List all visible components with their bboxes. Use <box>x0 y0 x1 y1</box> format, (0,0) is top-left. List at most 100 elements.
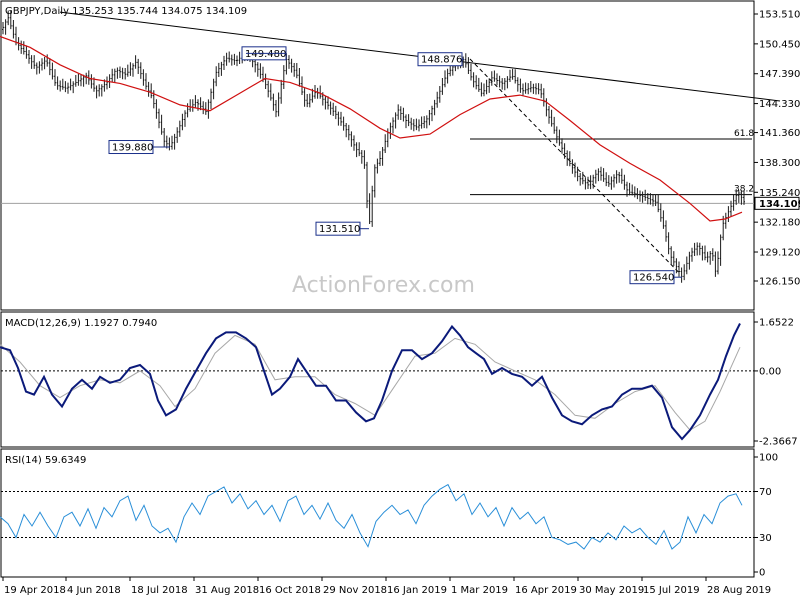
ohlc-bar <box>628 182 631 196</box>
ohlc-bar <box>581 171 584 185</box>
ohlc-bar <box>93 77 95 92</box>
price-tick-label: 132.180 <box>759 218 800 229</box>
ohlc-bar <box>737 190 740 203</box>
ohlc-bar <box>436 91 439 108</box>
moving-average-line <box>0 35 743 222</box>
macd-line <box>0 323 741 441</box>
ohlc-bar <box>176 127 179 143</box>
ohlc-bar <box>355 142 358 158</box>
ohlc-bar <box>535 83 537 95</box>
price-panel-title: GBPJPY,Daily 135.253 135.744 134.075 134… <box>5 6 247 17</box>
ohlc-bar <box>532 83 535 94</box>
ohlc-bar <box>636 188 639 200</box>
ohlc-bar <box>230 54 233 66</box>
ohlc-bar <box>126 64 129 77</box>
ohlc-bar <box>657 194 660 213</box>
ohlc-bar <box>496 73 498 86</box>
ohlc-bar <box>511 68 514 80</box>
ohlc-bar <box>308 93 311 108</box>
ohlc-bar <box>95 85 98 99</box>
ohlc-bar <box>399 106 402 120</box>
price-level-label: 139.880 <box>112 143 153 154</box>
rsi-line <box>0 483 743 550</box>
ohlc-bar <box>410 117 413 130</box>
ohlc-bar <box>441 78 444 95</box>
ohlc-bar <box>134 55 137 69</box>
ohlc-bar <box>529 81 532 93</box>
ohlc-bar <box>298 68 301 87</box>
ohlc-bar <box>212 78 215 100</box>
rsi-tick-label: 100 <box>759 453 778 464</box>
ohlc-bar <box>519 78 522 93</box>
ohlc-bar <box>347 124 350 141</box>
price-tick-label: 141.360 <box>759 128 800 139</box>
macd-panel-frame <box>0 311 755 448</box>
price-level-label: 148.876 <box>421 55 462 66</box>
ohlc-bar <box>215 66 218 87</box>
ohlc-bar <box>516 77 519 92</box>
ohlc-bar <box>353 135 355 151</box>
ohlc-bar <box>485 79 488 95</box>
ohlc-bar <box>46 54 49 67</box>
ohlc-bar <box>527 83 530 95</box>
ohlc-bar <box>165 135 168 149</box>
ohlc-bar <box>506 76 509 89</box>
price-tick-label: 147.390 <box>759 69 800 80</box>
ohlc-bar <box>142 69 145 86</box>
ohlc-bar <box>61 78 64 90</box>
ohlc-bar <box>568 151 571 167</box>
ohlc-bar <box>295 63 298 79</box>
ohlc-bar <box>350 131 353 147</box>
ohlc-bar <box>293 63 296 77</box>
ohlc-bar <box>587 176 589 189</box>
ohlc-bar <box>607 175 610 187</box>
price-tick-label: 135.240 <box>759 188 800 199</box>
price-tick-label: 126.150 <box>759 277 800 288</box>
ohlc-bar <box>111 68 114 83</box>
ohlc-bar <box>150 83 153 99</box>
ohlc-bar <box>701 245 704 261</box>
ohlc-bar <box>597 168 600 182</box>
ohlc-bar <box>22 41 25 55</box>
ohlc-bar <box>269 83 272 101</box>
ohlc-bar <box>204 102 207 115</box>
ohlc-bar <box>334 105 337 120</box>
ohlc-bar <box>20 40 23 54</box>
ohlc-bar <box>732 195 735 211</box>
ohlc-bar <box>698 242 701 256</box>
ohlc-bar <box>685 256 688 275</box>
ohlc-bar <box>722 215 725 241</box>
ohlc-bar <box>41 58 43 71</box>
x-tick-label: 19 Apr 2018 <box>4 585 66 596</box>
ohlc-bar <box>626 181 628 197</box>
ohlc-bar <box>667 232 670 255</box>
ohlc-bar <box>719 234 722 266</box>
ohlc-bar <box>633 186 636 198</box>
ohlc-bar <box>43 57 46 70</box>
ohlc-bar <box>696 242 699 256</box>
ohlc-bar <box>574 162 576 178</box>
ohlc-bar <box>121 67 124 80</box>
price-bars <box>2 10 745 283</box>
ohlc-bar <box>327 96 329 110</box>
ohlc-bar <box>613 174 615 188</box>
ohlc-bar <box>566 150 569 166</box>
rsi-tick-label: 30 <box>759 533 772 544</box>
ohlc-bar <box>288 55 290 69</box>
ohlc-bar <box>337 111 340 126</box>
rsi-panel-frame <box>0 448 755 578</box>
price-level-label: 126.540 <box>633 273 674 284</box>
macd-panel-title: MACD(12,26,9) 1.1927 0.7940 <box>5 318 157 329</box>
ohlc-bar <box>665 220 667 242</box>
ohlc-bar <box>735 189 738 205</box>
ohlc-bar <box>48 58 51 76</box>
ohlc-bar <box>631 184 634 196</box>
ohlc-bar <box>254 58 257 73</box>
ohlc-bar <box>275 100 277 118</box>
ohlc-bar <box>405 114 407 129</box>
ohlc-bar <box>38 61 41 74</box>
ohlc-bar <box>594 169 597 184</box>
ohlc-bar <box>306 94 309 108</box>
ohlc-bar <box>376 158 379 174</box>
